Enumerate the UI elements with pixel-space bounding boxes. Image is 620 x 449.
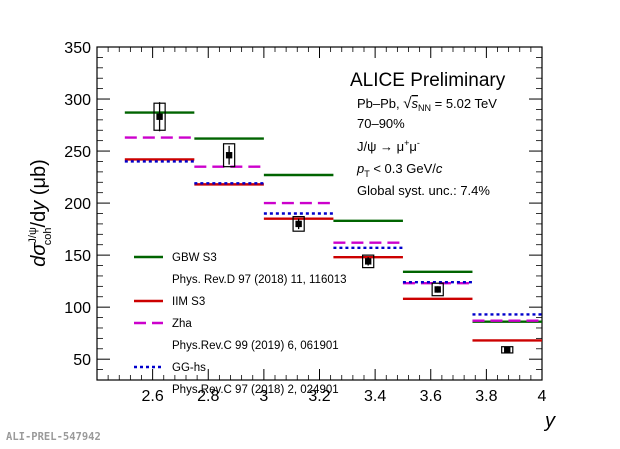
y-tick-label: 200 <box>64 196 91 213</box>
annotation-decay: J/ψ → μ+μ- <box>357 138 420 154</box>
data-syst-box <box>292 216 305 232</box>
y-tick-label: 50 <box>73 352 91 369</box>
series-gbw-s3 <box>124 111 542 323</box>
legend-label: Zha <box>172 318 192 330</box>
data-point <box>225 152 233 159</box>
preliminary-id: ALI-PREL-547942 <box>6 431 101 443</box>
y-tick-label: 300 <box>64 92 91 109</box>
series-zha <box>124 136 542 322</box>
data-point <box>156 113 163 120</box>
legend: GBW S3 Phys. Rev.D 97 (2018) 11, 116013 II… <box>134 252 347 396</box>
data-syst-box <box>222 143 236 168</box>
x-tick-label: 3.8 <box>475 388 497 405</box>
annotations: ALICE Preliminary Pb–Pb, √sNN = 5.02 TeV… <box>350 70 506 198</box>
y-axis-title: dσJ/ψ coh/dy (μb) <box>27 159 54 267</box>
y-tick-label: 250 <box>64 144 91 161</box>
x-tick-label: 4 <box>538 388 547 405</box>
data-syst-box <box>362 254 375 269</box>
annotation-syst: Global syst. unc.: 7.4% <box>357 183 490 198</box>
y-tick-label: 100 <box>64 300 91 317</box>
x-axis-title: y <box>543 410 556 432</box>
legend-reference: Phys.Rev.C 97 (2018) 2, 024901 <box>172 384 339 396</box>
data-point <box>295 220 302 228</box>
x-tick-label: 2.6 <box>142 388 164 405</box>
x-tick-label: 3.6 <box>420 388 442 405</box>
chart-title: ALICE Preliminary <box>350 70 506 91</box>
data-point <box>364 258 372 265</box>
x-tick-label: 3 <box>259 388 268 405</box>
legend-label: GBW S3 <box>172 252 217 264</box>
annotation-pt: pT < 0.3 GeV/c <box>356 161 443 179</box>
axes: 2.6 2.8 3 3.2 3.4 3.6 3.8 4 50 100 150 200 250 300 350 <box>64 40 546 405</box>
x-tick-label: 2.8 <box>197 388 219 405</box>
data-point <box>504 346 511 354</box>
x-tick-label: 3.2 <box>308 388 330 405</box>
annotation-system: Pb–Pb, √sNN = 5.02 TeV <box>357 95 497 113</box>
data-point <box>434 286 441 293</box>
data-syst-box <box>431 282 444 297</box>
y-tick-label: 150 <box>64 248 91 265</box>
data-points <box>153 102 514 354</box>
annotation-centrality: 70–90% <box>357 116 405 131</box>
x-tick-label: 3.4 <box>364 388 386 405</box>
legend-label: IIM S3 <box>172 296 205 308</box>
legend-reference: Phys. Rev.D 97 (2018) 11, 116013 <box>172 274 347 286</box>
legend-label: GG-hs <box>172 362 206 374</box>
y-tick-label: 350 <box>64 40 91 57</box>
legend-reference: Phys.Rev.C 99 (2019) 6, 061901 <box>172 340 339 352</box>
